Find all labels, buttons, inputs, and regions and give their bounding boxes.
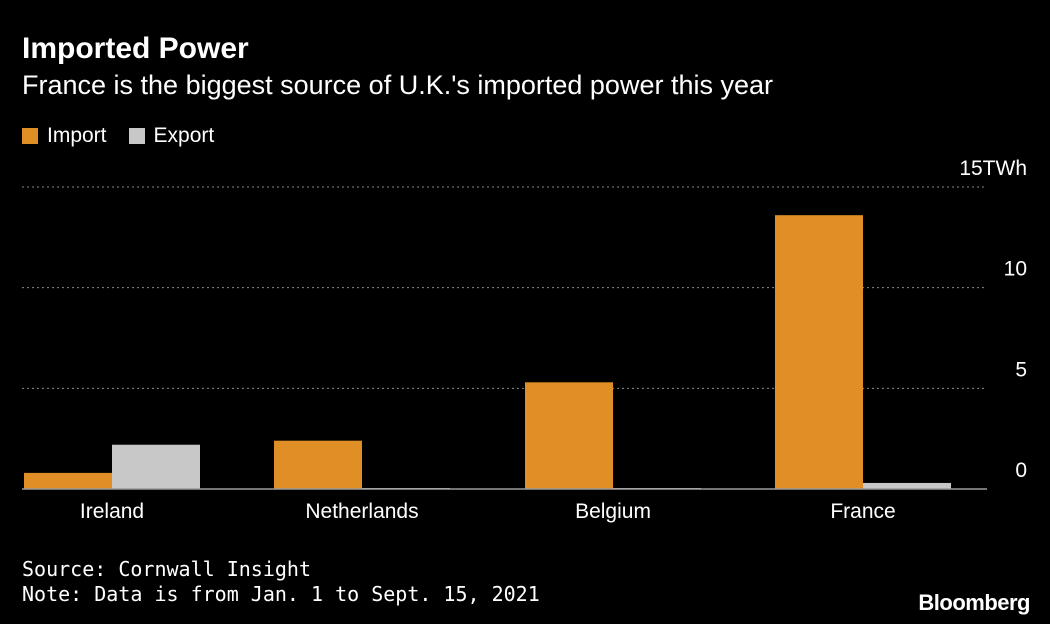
legend-item-import: Import [22,124,107,148]
bloomberg-logo: Bloomberg [918,590,1030,615]
bar-import-netherlands [274,440,362,489]
bar-import-ireland [24,472,112,489]
legend-label-import: Import [47,124,107,147]
chart-subtitle: France is the biggest source of U.K.'s i… [22,70,773,100]
legend-label-export: Export [153,124,215,147]
legend-swatch-import [22,128,38,144]
bar-export-ireland [112,444,200,489]
bar-import-france [775,215,863,490]
x-tick-label: Belgium [575,500,651,523]
x-tick-label: Netherlands [305,500,418,523]
chart-title: Imported Power [22,32,249,65]
data-note: Note: Data is from Jan. 1 to Sept. 15, 2… [22,582,540,606]
bar-import-belgium [525,382,613,489]
x-tick-label: Ireland [80,500,144,523]
x-tick-label: France [830,500,895,523]
legend-swatch-export [128,128,145,144]
y-tick-label: 0 [1015,459,1027,482]
bar-export-france [863,482,951,489]
y-tick-label: 10 [1004,258,1027,281]
legend-item-export: Export [128,124,215,148]
y-tick-label: 5 [1015,358,1027,381]
source-note: Source: Cornwall Insight [22,557,311,581]
y-tick-label: 15TWh [959,157,1027,180]
legend: Import Export [22,124,236,148]
